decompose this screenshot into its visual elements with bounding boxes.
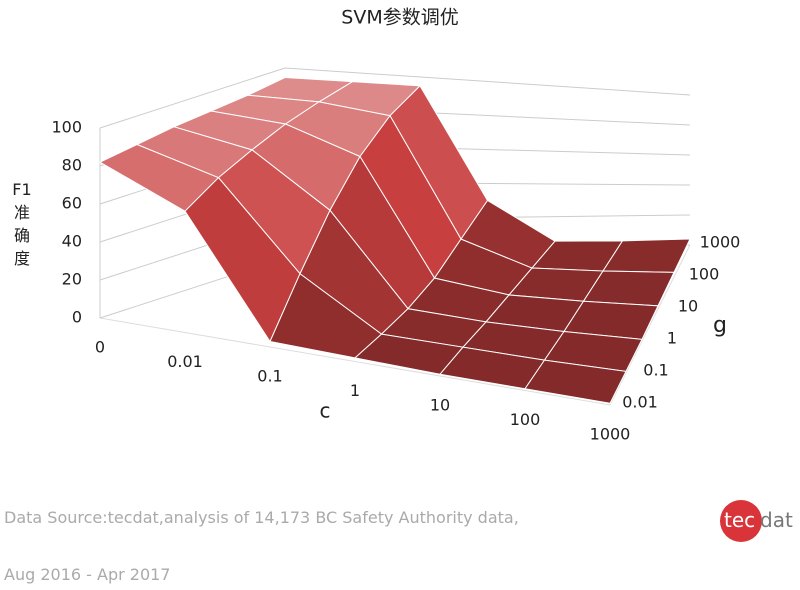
grid-line bbox=[99, 67, 691, 129]
surface-patch bbox=[524, 359, 627, 404]
x-axis-title: c bbox=[320, 399, 331, 423]
z-tick-label: 40 bbox=[62, 232, 82, 251]
x-tick-label: 100 bbox=[510, 410, 541, 429]
source-note: Data Source:tecdat,analysis of 14,173 BC… bbox=[4, 508, 519, 527]
logo: tec dat bbox=[720, 500, 800, 542]
y-tick-label: 0.1 bbox=[643, 361, 668, 380]
z-axis-title: F1准确度 bbox=[12, 180, 32, 268]
z-tick-label: 0 bbox=[72, 308, 82, 327]
y-tick-label: 1 bbox=[667, 329, 677, 348]
z-tick-label: 60 bbox=[62, 194, 82, 213]
z-tick-label: 100 bbox=[51, 118, 82, 137]
logo-text-2: dat bbox=[760, 508, 793, 532]
z-tick-label: 20 bbox=[62, 270, 82, 289]
x-tick-label: 1000 bbox=[590, 425, 631, 444]
floor-edge bbox=[99, 244, 691, 406]
logo-text-1: tec bbox=[724, 508, 756, 532]
y-tick-label: 100 bbox=[689, 265, 720, 284]
chart-title: SVM参数调优 bbox=[341, 7, 458, 29]
x-tick-label: 10 bbox=[430, 396, 450, 415]
y-tick-label: 1000 bbox=[700, 233, 741, 252]
logo-circle bbox=[720, 500, 762, 542]
chart: SVM参数调优 c g 02040608010000.010.111010010… bbox=[51, 7, 741, 444]
x-tick-label: 0.1 bbox=[257, 367, 282, 386]
y-tick-label: 10 bbox=[678, 297, 698, 316]
y-axis-title: g bbox=[713, 313, 727, 338]
period-note: Aug 2016 - Apr 2017 bbox=[4, 565, 171, 584]
x-tick-label: 0.01 bbox=[167, 352, 203, 371]
x-tick-label: 1 bbox=[350, 381, 360, 400]
x-tick-label: 0 bbox=[95, 338, 105, 357]
y-tick-label: 0.01 bbox=[622, 393, 658, 412]
z-tick-label: 80 bbox=[62, 156, 82, 175]
